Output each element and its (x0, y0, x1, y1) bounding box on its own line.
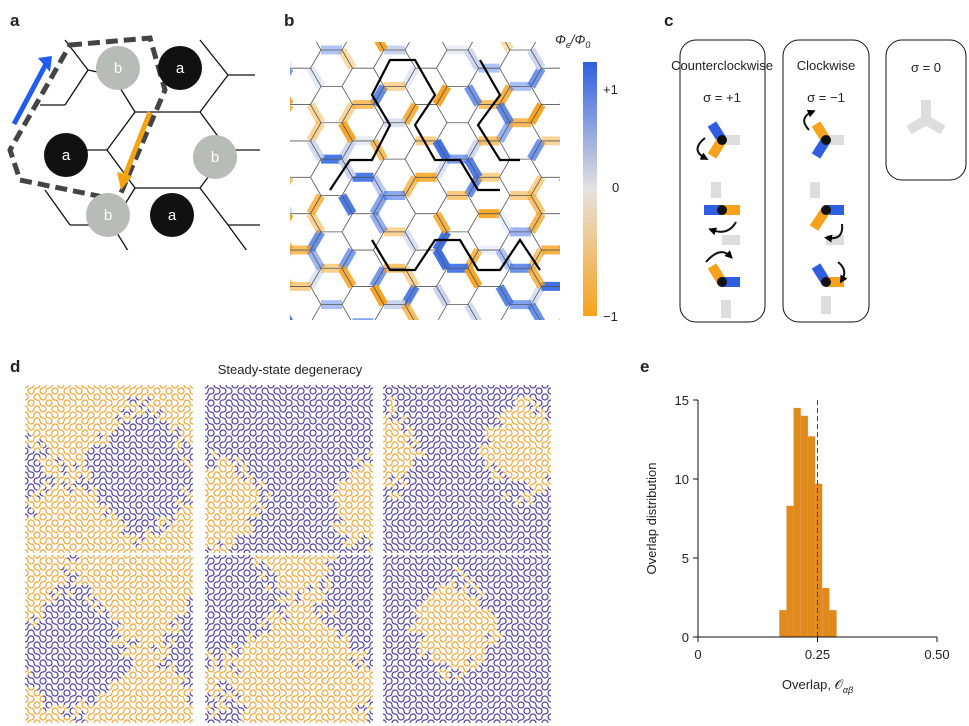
box-title: Clockwise (797, 58, 856, 73)
link (279, 86, 290, 104)
site-label: a (176, 60, 185, 77)
link (374, 323, 385, 341)
link (279, 177, 290, 195)
link (279, 232, 290, 250)
site-label: a (168, 207, 177, 224)
panel-label: d (10, 357, 20, 376)
x-tick-label: 0 (694, 647, 701, 662)
link (342, 14, 353, 32)
loops (383, 385, 551, 553)
panel-title: Steady-state degeneracy (218, 362, 363, 377)
bar (779, 610, 786, 637)
link (279, 105, 290, 123)
panel-a: b a a b b a (10, 38, 260, 262)
panel-c: Counterclockwise Clockwise σ = +1 σ = −1… (671, 40, 966, 322)
x-tick-label: 0.50 (924, 647, 949, 662)
label: αβ (843, 685, 853, 695)
site-label: b (114, 60, 122, 77)
bar (794, 408, 801, 637)
link (563, 232, 574, 250)
link (594, 323, 605, 341)
link (279, 268, 290, 286)
link (279, 68, 290, 86)
loops (205, 555, 373, 723)
y-tick-label: 10 (675, 472, 689, 487)
loops (383, 555, 551, 723)
link (563, 305, 574, 323)
link (500, 14, 511, 32)
loops (383, 397, 551, 505)
link (279, 50, 290, 68)
x-tick-label: 0.25 (805, 647, 830, 662)
label: /Φ (570, 32, 586, 47)
figure: a b c d e baabba Φe/Φ0 +1 0 −1 Countercl… (0, 0, 969, 726)
panel-label: b (284, 11, 294, 30)
y-tick-label: 5 (682, 551, 689, 566)
panel-d (25, 385, 551, 723)
link (563, 177, 574, 195)
colorbar-tick: 0 (612, 180, 619, 195)
panel-b (248, 0, 605, 341)
sigma: σ = +1 (703, 90, 741, 105)
panel-e: 0 5 10 15 0 0.25 0.50 Overlap distribution Overl… (644, 393, 950, 695)
colorbar (583, 62, 597, 316)
unit-cell (10, 38, 165, 200)
link (279, 195, 290, 213)
bar (815, 484, 822, 637)
sigma: σ = −1 (807, 90, 845, 105)
sigma: σ = 0 (911, 60, 941, 75)
site-label: b (211, 149, 219, 166)
loops (25, 385, 193, 553)
link (279, 305, 290, 323)
link (500, 323, 511, 341)
panel-label: e (640, 357, 649, 376)
link (374, 14, 385, 32)
colorbar-tick: +1 (603, 82, 618, 97)
loops (205, 385, 373, 553)
site-label: a (62, 147, 71, 164)
link (279, 214, 290, 232)
link (311, 323, 322, 341)
bar (786, 506, 793, 637)
y-axis-label: Overlap distribution (644, 463, 659, 575)
x-axis-label: Overlap, 𝒪αβ (782, 677, 853, 695)
y-tick-label: 0 (682, 630, 689, 645)
lattice (248, 0, 605, 341)
y-tick-label: 15 (675, 393, 689, 408)
panel-label: a (10, 11, 20, 30)
label: Φ (555, 32, 566, 47)
site-label: b (104, 207, 112, 224)
bar (822, 588, 829, 637)
link (248, 250, 259, 268)
link (248, 323, 259, 341)
colorbar-tick: −1 (603, 309, 618, 324)
link (563, 86, 574, 104)
label: Overlap, 𝒪 (782, 677, 844, 692)
link (563, 268, 574, 286)
bar (801, 416, 808, 637)
label: 0 (585, 40, 590, 50)
link (279, 250, 290, 268)
link (248, 68, 259, 86)
arrow (14, 64, 46, 124)
link (468, 14, 479, 32)
colorbar-label: Φe/Φ0 (555, 32, 590, 50)
link (531, 323, 542, 341)
bar (808, 436, 815, 637)
bar (829, 610, 836, 637)
link (248, 214, 259, 232)
loops (25, 555, 193, 723)
panel-label: c (664, 11, 673, 30)
loops (25, 555, 193, 723)
box-title: Counterclockwise (671, 58, 773, 73)
loops (205, 555, 373, 723)
